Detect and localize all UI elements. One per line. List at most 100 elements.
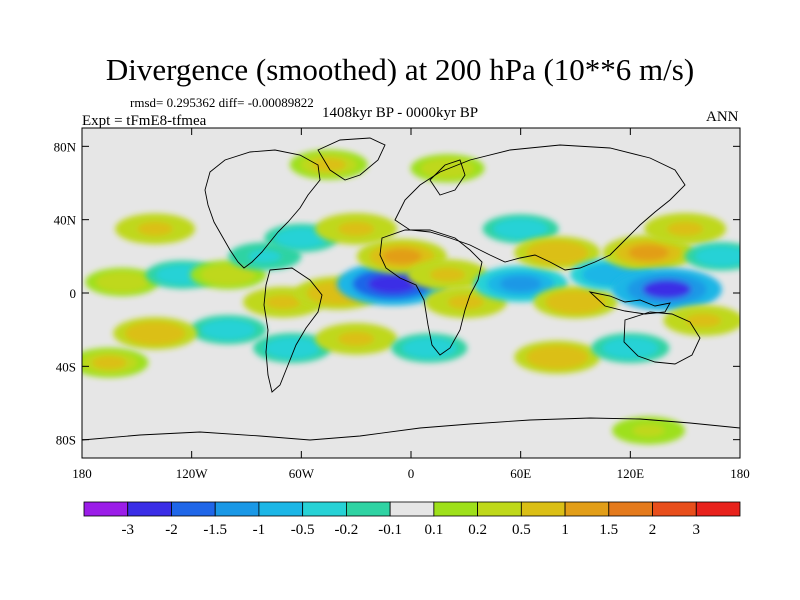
x-tick-label: 180 (730, 466, 750, 481)
coastline-indonesia (588, 291, 671, 315)
anomaly-contour-band (285, 231, 318, 245)
anomaly-contour-band (166, 268, 199, 281)
y-tick-label: 40S (56, 359, 76, 374)
anomaly-region (591, 333, 670, 363)
anomaly-contour-band (538, 349, 577, 365)
anomaly-region (533, 285, 618, 319)
coastline-australia (623, 311, 701, 365)
anomaly-contour-band (705, 250, 739, 263)
anomaly-contour-band (248, 250, 281, 263)
x-tick-label: 60E (510, 466, 531, 481)
colorbar-swatch (214, 501, 260, 517)
y-tick-label: 80N (54, 139, 77, 154)
colorbar-label: -0.1 (378, 522, 402, 538)
colorbar-label: 0.1 (424, 522, 443, 538)
colorbar-swatch (564, 501, 610, 517)
colorbar-label: -0.5 (291, 522, 315, 538)
y-tick-label: 0 (70, 286, 77, 301)
anomaly-region (253, 333, 332, 363)
coastline-north-america (204, 149, 321, 269)
anomaly-region (684, 242, 740, 271)
axes-group: 180 120W 60W 0 60E 120E 180 80N 40N 0 40S 80S (54, 128, 750, 481)
colorbar-swatch (171, 501, 216, 517)
colorbar-label: 2 (649, 522, 657, 538)
anomaly-contour-band (92, 356, 127, 370)
colorbar-label: 3 (693, 522, 701, 538)
anomaly-contour-band (265, 295, 301, 309)
anomaly-region (644, 213, 727, 245)
anomaly-region (315, 213, 398, 245)
season-label: ANN (706, 109, 739, 125)
y-tick-label: 40N (54, 213, 77, 228)
experiment-label: Expt = tFmE8-tfmea (82, 113, 207, 129)
colorbar-group: -3 -2 -1.5 -1 -0.5 -0.2 -0.1 0.1 0.2 0.5 1 1.5 2 3 (83, 501, 741, 538)
anomaly-contour-band (211, 268, 245, 282)
anomaly-contour-band (412, 341, 446, 355)
y-tick-label: 80S (56, 433, 76, 448)
colorbar-label: 0.2 (468, 522, 487, 538)
anomaly-contour-band (642, 279, 692, 299)
anomaly-region (82, 347, 149, 378)
x-tick-label: 120W (176, 466, 209, 481)
colorbar-swatch (258, 501, 304, 517)
anomaly-contour-band (137, 222, 173, 236)
anomaly-region (85, 267, 160, 297)
colorbar-label: -3 (121, 522, 134, 538)
anomaly-region (315, 323, 398, 355)
anomaly-contour-band (429, 267, 466, 282)
anomaly-contour-band (685, 313, 722, 328)
coastline-south-america (263, 267, 323, 393)
anomaly-contour-band (382, 248, 422, 264)
coastline-eurasia (394, 144, 686, 271)
x-tick-label: 180 (72, 466, 92, 481)
anomaly-contour-band (667, 221, 704, 236)
colorbar-swatch (520, 501, 566, 517)
colorbar-swatch (302, 501, 347, 517)
colorbar-swatch (608, 501, 653, 517)
colorbar-swatch (695, 501, 741, 517)
colorbar-label: 0.5 (512, 522, 531, 538)
anomaly-contour-band (499, 275, 542, 292)
anomaly-region (407, 259, 488, 291)
anomaly-contour-band (628, 244, 669, 261)
x-tick-label: 120E (617, 466, 645, 481)
chart-title: Divergence (smoothed) at 200 hPa (10**6 … (105, 52, 695, 87)
stats-label: rmsd= 0.295362 diff= -0.00089822 (130, 95, 314, 110)
anomaly-contour-band (538, 245, 577, 260)
colorbar-label: -1 (253, 522, 266, 538)
coastline-scandinavia (429, 159, 466, 196)
colorbar-label: -2 (165, 522, 178, 538)
coastline-africa (379, 229, 483, 356)
anomaly-contour-band (632, 424, 665, 437)
colorbar-label: -0.2 (335, 522, 359, 538)
anomaly-contour-band (311, 158, 346, 172)
anomaly-region (602, 234, 695, 271)
anomaly-region (612, 416, 686, 445)
anomaly-region (190, 315, 267, 345)
period-label: 1408kyr BP - 0000kyr BP (322, 105, 479, 121)
anomaly-contour-band (447, 295, 484, 310)
anomaly-contour-band (338, 331, 375, 346)
anomaly-field-group (82, 149, 740, 445)
colorbar-swatch (433, 501, 479, 517)
coastline-greenland (317, 137, 386, 181)
anomaly-contour-band (211, 323, 245, 337)
anomaly-contour-band (275, 341, 310, 355)
x-tick-label: 60W (289, 466, 315, 481)
anomaly-contour-band (503, 222, 538, 236)
anomaly-region (113, 317, 198, 350)
colorbar-swatch (345, 501, 391, 517)
colorbar-label: -1.5 (203, 522, 227, 538)
colorbar-label: 1 (561, 522, 569, 538)
coastline-group (82, 137, 740, 441)
anomaly-contour-band (431, 162, 464, 175)
x-tick-label: 0 (408, 466, 415, 481)
anomaly-region (410, 154, 485, 183)
colorbar-swatch (477, 501, 522, 517)
anomaly-region (482, 214, 559, 244)
anomaly-contour-band (368, 274, 418, 294)
anomaly-contour-band (557, 295, 594, 310)
anomaly-region (663, 305, 740, 336)
anomaly-contour-band (105, 275, 139, 289)
